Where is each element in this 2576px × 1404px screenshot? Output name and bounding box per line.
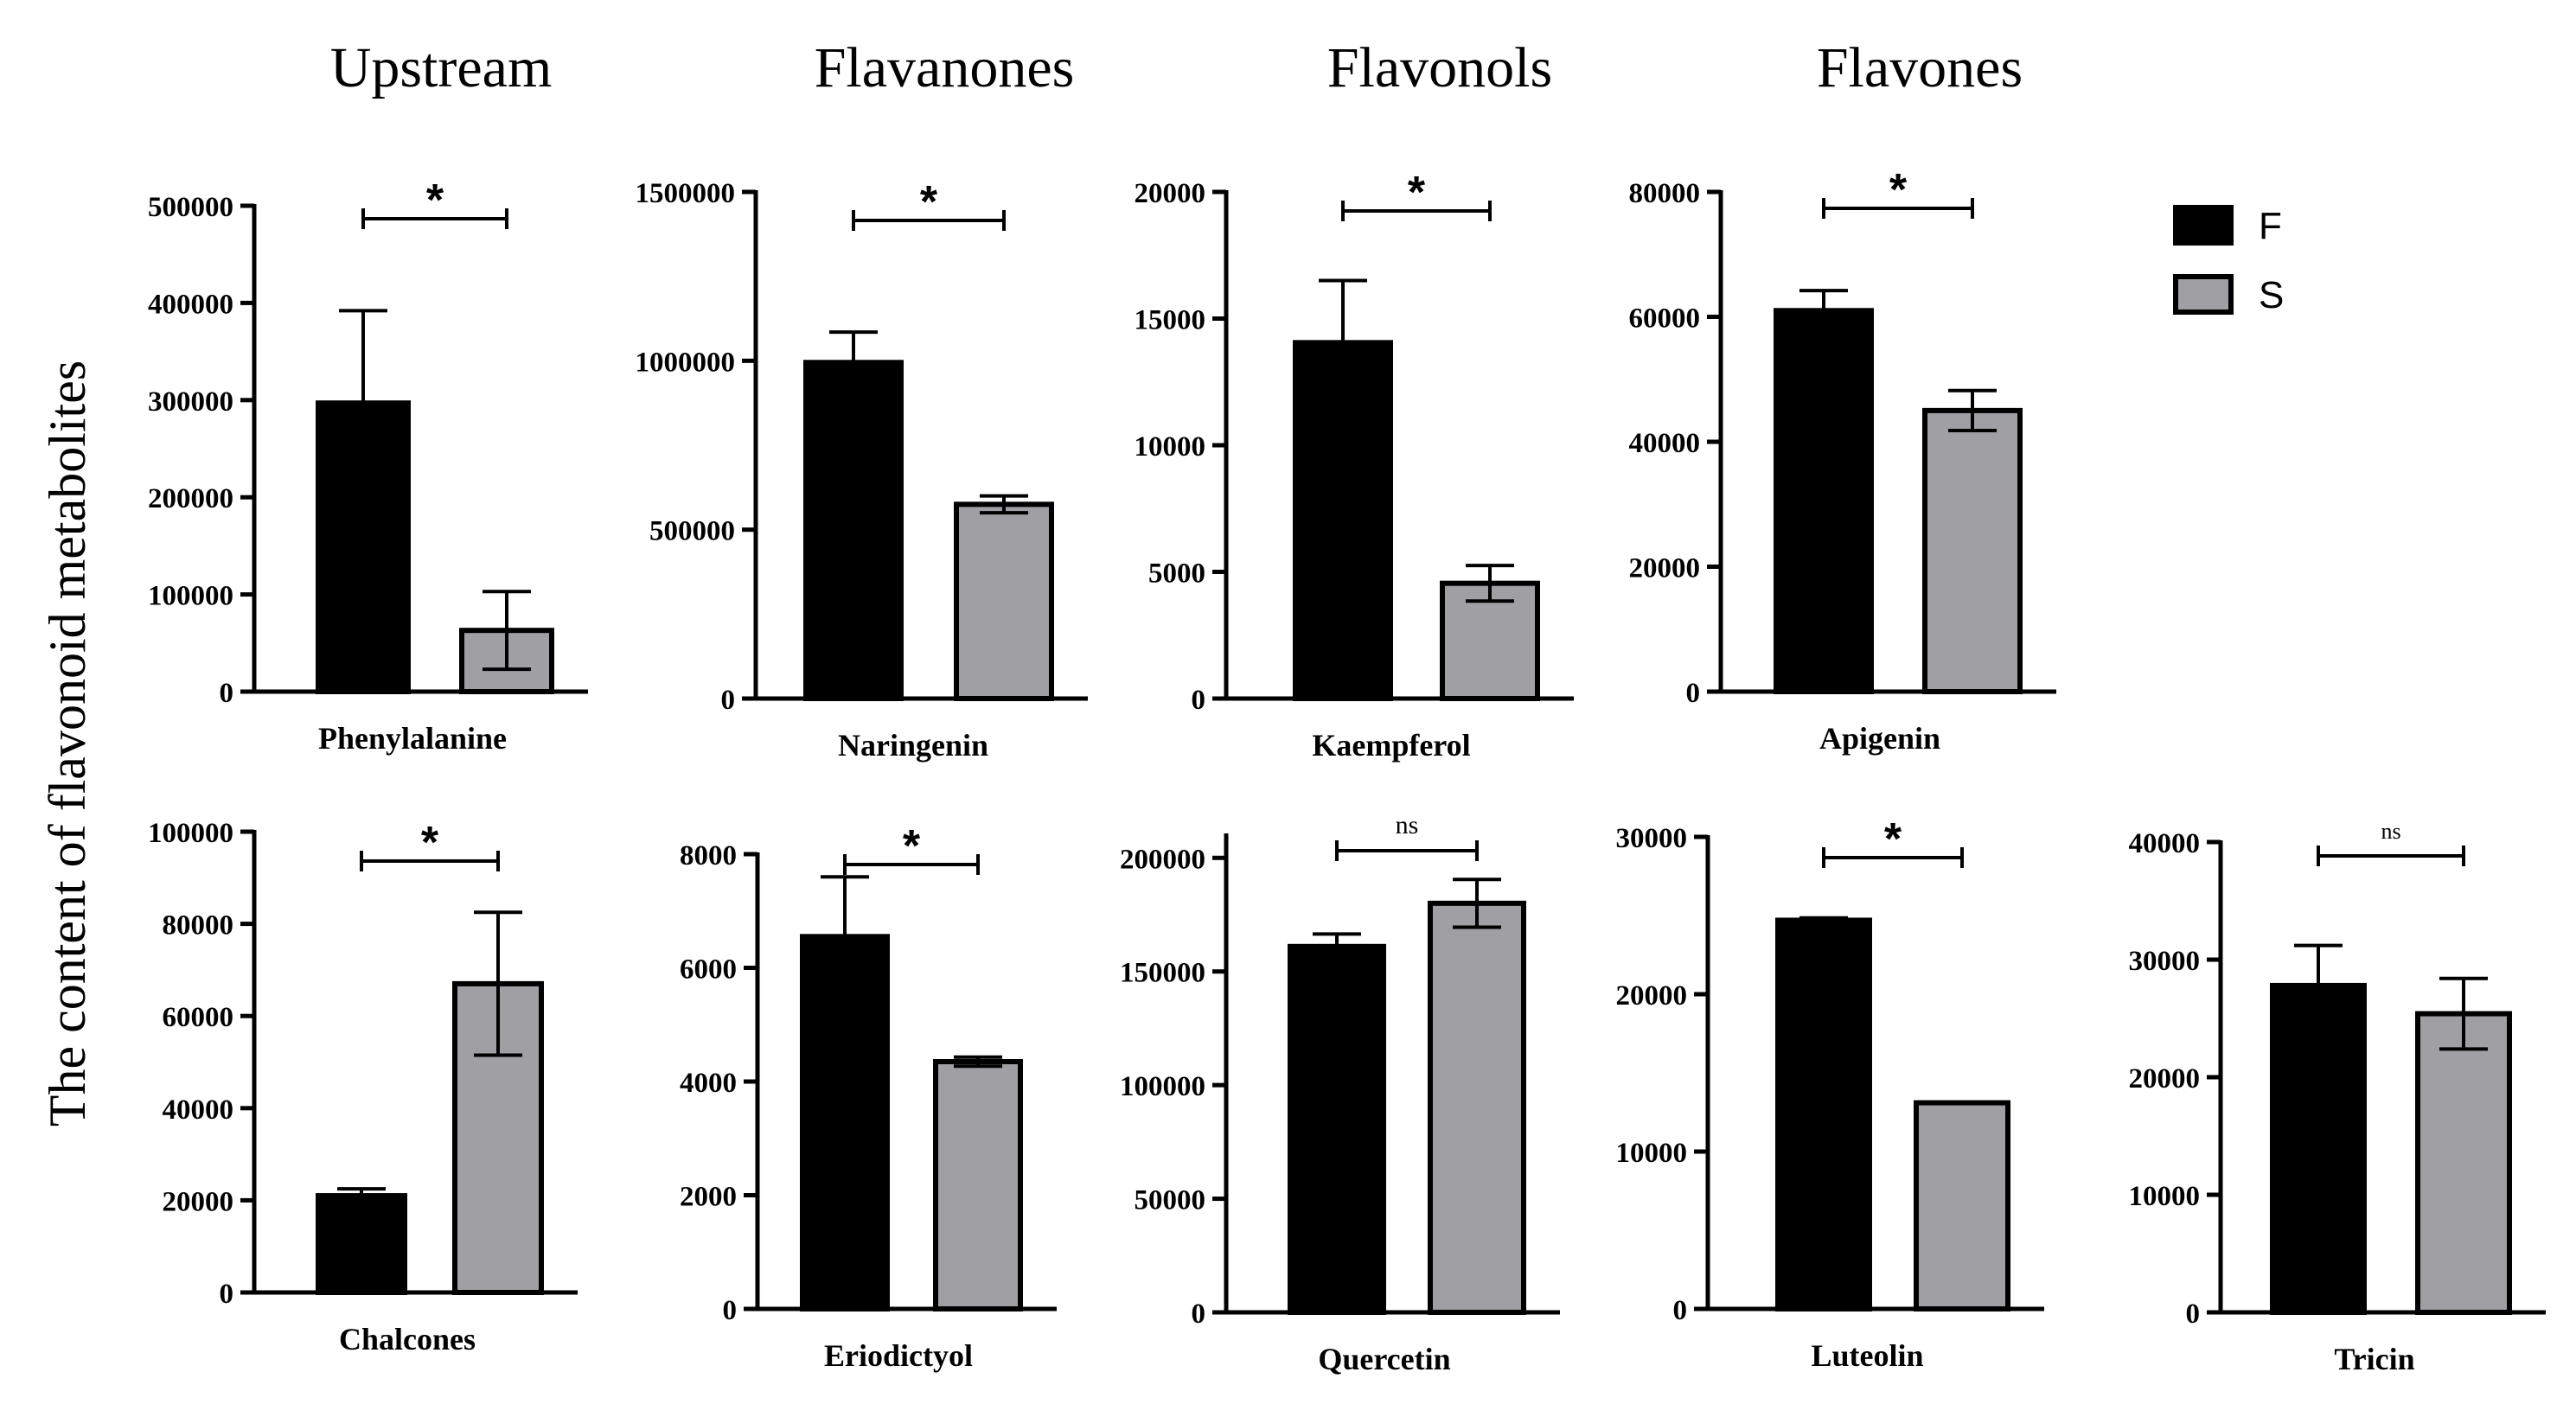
chart-eriodictyol: 0 2000 4000 6000 8000 * Eriodictyol (680, 821, 1057, 1373)
group-header-flavones: Flavones (1817, 36, 2023, 99)
y-tick-label: 6000 (680, 954, 737, 986)
y-tick-label: 10000 (1135, 431, 1206, 463)
group-header-upstream: Upstream (330, 36, 553, 99)
y-axis-label: The content of flavonoid metabolites (39, 361, 96, 1126)
significance-label: * (1884, 814, 1902, 865)
chart-title: Chalcones (339, 1322, 476, 1356)
chart-title: Apigenin (1819, 721, 1940, 756)
chart-naringenin: 0 500000 1000000 1500000 * Naringenin (636, 177, 1088, 763)
y-tick-label: 0 (1686, 678, 1701, 709)
y-tick-label: 200000 (148, 483, 233, 514)
chart-quercetin: 0 50000 100000 150000 200000 ns Quercetin (1120, 811, 1560, 1376)
bar-s (1428, 900, 1526, 1316)
y-tick-label: 40000 (163, 1094, 234, 1126)
y-tick-label: 500000 (148, 192, 233, 223)
chart-luteolin: 0 10000 20000 30000 * Luteolin (1616, 814, 2044, 1373)
bar-s (954, 501, 1054, 701)
chart-title: Eriodictyol (824, 1338, 973, 1373)
significance-label: * (426, 176, 444, 226)
y-tick-label: 300000 (148, 386, 233, 418)
y-tick-label: 20000 (2129, 1063, 2201, 1094)
y-tick-label: 2000 (680, 1182, 737, 1213)
chart-tricin: 0 10000 20000 30000 40000 ns Tricin (2129, 819, 2546, 1376)
y-tick-label: 4000 (680, 1068, 737, 1099)
y-tick-label: 0 (721, 685, 736, 716)
bar-f (1288, 943, 1386, 1316)
y-tick-label: 0 (1192, 685, 1206, 716)
group-header-flavonols: Flavonols (1327, 36, 1552, 99)
significance-label: * (421, 818, 439, 868)
y-tick-label: 30000 (1616, 823, 1688, 854)
bar-f (1775, 917, 1872, 1311)
y-tick-label: 0 (220, 678, 234, 709)
significance-label: * (920, 177, 938, 227)
bar-s (1922, 407, 2023, 694)
chart-chalcones: 0 20000 40000 60000 80000 100000 * Chalcones (148, 818, 578, 1356)
y-tick-label: 60000 (1629, 303, 1701, 335)
y-tick-label: 0 (723, 1295, 738, 1326)
bar-s (452, 980, 544, 1295)
significance-label: * (1408, 168, 1426, 218)
y-tick-label: 1500000 (636, 178, 736, 209)
legend-swatch-f (2173, 205, 2234, 246)
y-tick-label: 10000 (2129, 1181, 2201, 1212)
y-tick-label: 10000 (1616, 1138, 1688, 1169)
bar-f (316, 1193, 407, 1295)
legend-label-s: S (2259, 274, 2284, 316)
y-tick-label: 20000 (1629, 553, 1701, 584)
y-tick-label: 1000000 (636, 347, 736, 378)
y-tick-label: 5000 (1148, 558, 1205, 590)
bar-f (1774, 308, 1874, 694)
y-tick-label: 200000 (1120, 844, 1205, 875)
chart-title: Luteolin (1811, 1338, 1923, 1373)
bar-s (933, 1058, 1023, 1312)
y-tick-label: 100000 (1120, 1071, 1205, 1102)
significance-label: ns (1396, 811, 1419, 839)
y-tick-label: 40000 (1629, 428, 1701, 459)
y-tick-label: 150000 (1120, 958, 1205, 989)
y-tick-label: 20000 (1616, 980, 1688, 1012)
y-tick-label: 20000 (163, 1186, 234, 1217)
legend-label-f: F (2259, 205, 2282, 247)
chart-title: Quercetin (1318, 1342, 1450, 1376)
y-tick-label: 20000 (1135, 178, 1206, 209)
y-tick-label: 0 (2186, 1299, 2201, 1330)
y-tick-label: 40000 (2129, 828, 2201, 859)
bar-f (2270, 982, 2367, 1316)
bar-f (803, 360, 904, 701)
y-tick-label: 100000 (148, 581, 233, 612)
significance-label: * (903, 821, 921, 871)
y-tick-label: 500000 (649, 516, 735, 547)
bar-s (2415, 1011, 2512, 1316)
y-tick-label: 80000 (1629, 178, 1701, 209)
chart-title: Kaempferol (1312, 728, 1470, 763)
y-tick-label: 8000 (680, 840, 737, 871)
chart-title: Tricin (2334, 1342, 2414, 1376)
bar-s (1914, 1100, 2010, 1311)
y-tick-label: 50000 (1135, 1185, 1206, 1216)
y-tick-label: 0 (220, 1279, 234, 1310)
chart-title: Naringenin (838, 728, 988, 763)
y-tick-label: 15000 (1135, 305, 1206, 336)
significance-label: ns (2381, 819, 2400, 844)
chart-kaempferol: 0 5000 10000 15000 20000 * Kaempferol (1135, 168, 1574, 763)
legend-swatch-s (2173, 274, 2234, 315)
y-tick-label: 0 (1192, 1299, 1206, 1330)
y-tick-label: 400000 (148, 289, 233, 320)
y-tick-label: 60000 (163, 1002, 234, 1033)
legend: F S (2173, 205, 2284, 316)
y-tick-label: 80000 (163, 910, 234, 941)
group-header-flavanones: Flavanones (815, 36, 1075, 99)
bar-f (800, 934, 890, 1312)
chart-phenylalanine: 0 100000 200000 300000 400000 500000 * Phenylal… (148, 176, 588, 756)
significance-label: * (1889, 165, 1908, 215)
y-tick-label: 30000 (2129, 946, 2201, 977)
chart-apigenin: 0 20000 40000 60000 80000 * Apigenin (1629, 165, 2056, 756)
y-tick-label: 0 (1673, 1295, 1688, 1326)
chart-title: Phenylalanine (318, 721, 507, 756)
y-tick-label: 100000 (148, 818, 233, 849)
